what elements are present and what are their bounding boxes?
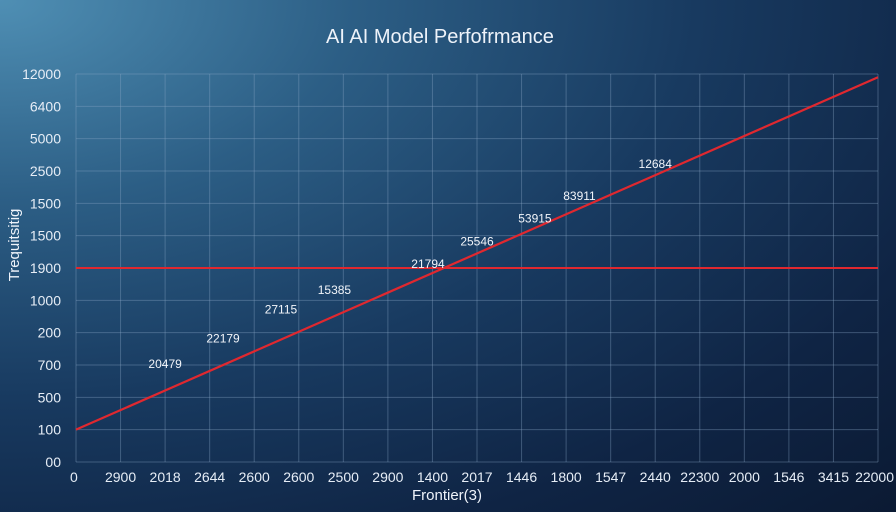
chart-title: AI AI Model Perfofrmance (326, 26, 554, 48)
x-tick-label: 2018 (150, 469, 181, 485)
x-tick-labels: 0 2900 2018 2644 2600 2600 2500 2900 1400 2017 144… (70, 469, 894, 485)
x-tick-label: 2644 (194, 469, 225, 485)
data-label: 83911 (563, 189, 596, 203)
x-tick-label: 2500 (328, 469, 359, 485)
y-tick-label: 1000 (30, 292, 61, 308)
x-tick-label: 3415 (818, 469, 849, 485)
y-tick-label: 00 (45, 454, 61, 470)
x-tick-label: 1547 (595, 469, 626, 485)
x-tick-label: 2440 (640, 469, 671, 485)
data-label: 53915 (518, 212, 552, 226)
y-tick-label: 700 (38, 357, 62, 373)
x-tick-label: 2600 (283, 469, 314, 485)
y-axis-label: Trequitsitig (6, 209, 23, 282)
x-tick-label: 2900 (372, 469, 403, 485)
y-tick-label: 2500 (30, 163, 61, 179)
x-axis-label: Frontier(3) (412, 487, 482, 504)
x-tick-label: 22300 (680, 469, 719, 485)
data-label: 27115 (265, 302, 298, 316)
y-tick-label: 200 (38, 325, 62, 341)
y-tick-label: 500 (38, 389, 62, 405)
series-layer (75, 76, 879, 431)
x-tick-label: 2017 (461, 469, 492, 485)
y-tick-label: 6400 (30, 98, 61, 114)
data-label: 15385 (318, 283, 352, 297)
x-tick-label: 2600 (239, 469, 270, 485)
data-labels: 20479 22179 27115 15385 21794 25546 53915 83911… (148, 157, 672, 371)
y-tick-label: 1500 (30, 195, 61, 211)
y-tick-label: 1900 (30, 260, 61, 276)
x-tick-label: 1800 (551, 469, 582, 485)
data-label: 22179 (206, 331, 240, 345)
data-label: 20479 (148, 357, 182, 371)
data-label: 12684 (639, 157, 673, 171)
data-label: 25546 (460, 234, 494, 248)
y-tick-labels: 00 100 500 700 200 1000 1900 1500 1500 2500 5000 64… (22, 66, 61, 470)
x-tick-label: 2000 (729, 469, 760, 485)
y-tick-label: 1500 (30, 228, 61, 244)
data-label: 21794 (411, 257, 445, 271)
x-tick-label: 0 (70, 469, 78, 485)
series-line (75, 76, 879, 431)
x-tick-label: 2900 (105, 469, 136, 485)
y-tick-label: 5000 (30, 131, 61, 147)
x-tick-label: 1400 (417, 469, 448, 485)
x-tick-label: 1546 (773, 469, 804, 485)
y-tick-label: 100 (38, 422, 62, 438)
x-tick-label: 22000 (855, 469, 894, 485)
y-tick-label: 12000 (22, 66, 61, 82)
x-tick-label: 1446 (506, 469, 537, 485)
